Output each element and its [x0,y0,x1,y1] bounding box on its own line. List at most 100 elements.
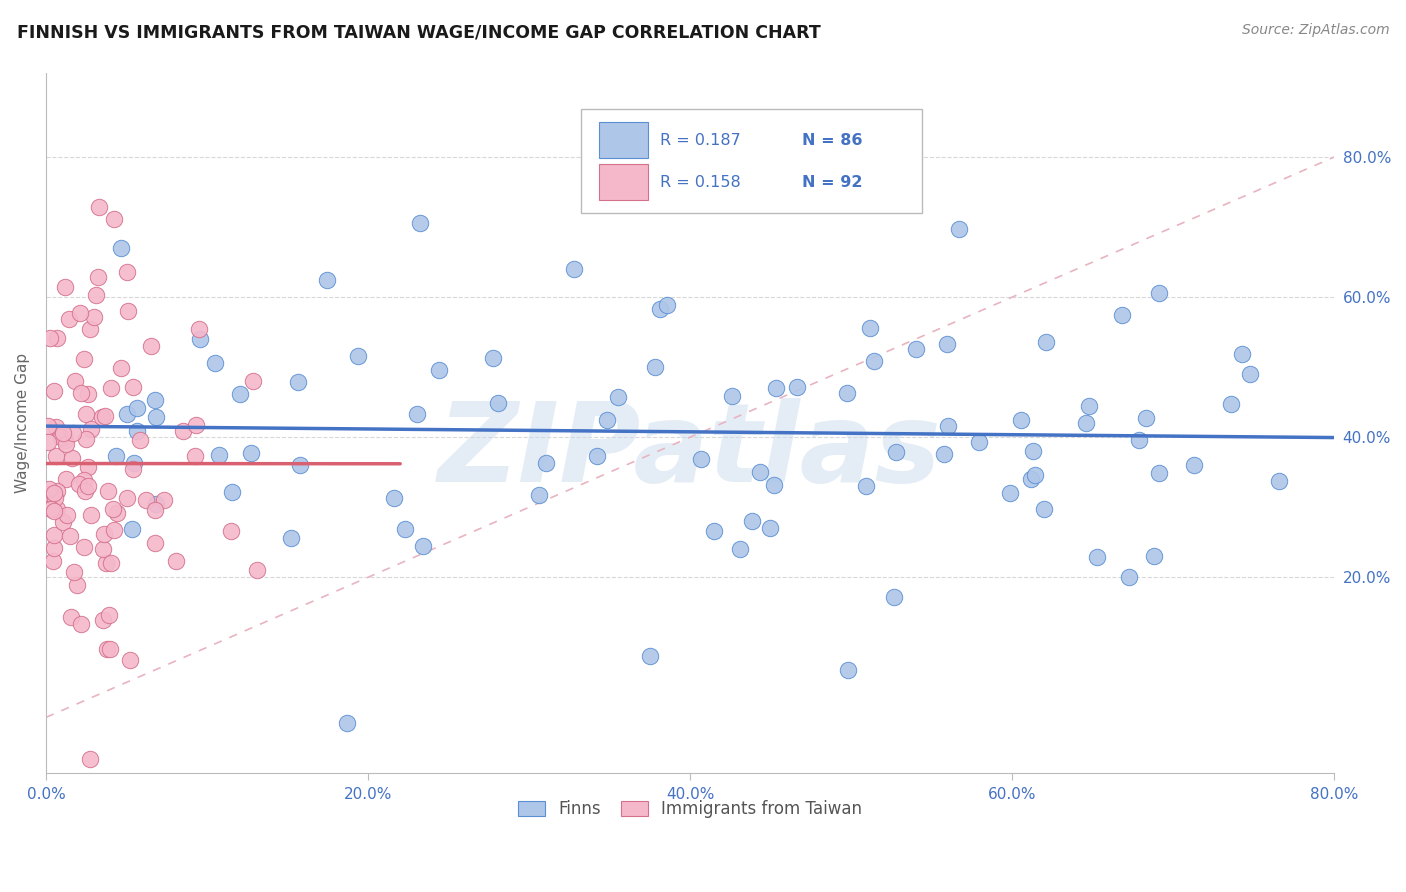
Finns [1147,285,1170,300]
Immigrants from Taiwan [55,437,77,451]
Immigrants from Taiwan [87,201,110,215]
Immigrants from Taiwan [58,311,80,326]
Finns [1033,501,1056,516]
Immigrants from Taiwan [60,451,83,466]
Text: N = 92: N = 92 [803,175,863,190]
Finns [1239,368,1261,382]
Immigrants from Taiwan [98,642,121,657]
Immigrants from Taiwan [100,381,122,395]
Immigrants from Taiwan [103,211,125,226]
Finns [936,419,959,434]
Finns [904,343,927,357]
Immigrants from Taiwan [91,409,114,424]
Finns [1024,468,1046,483]
Immigrants from Taiwan [94,556,117,570]
Finns [562,262,585,277]
Finns [863,353,886,368]
Immigrants from Taiwan [45,450,67,464]
Finns [1143,549,1166,564]
Immigrants from Taiwan [97,608,120,623]
Finns [394,522,416,536]
Immigrants from Taiwan [76,387,98,401]
Finns [188,332,211,346]
Finns [315,273,337,287]
Finns [655,298,678,312]
Immigrants from Taiwan [139,339,162,353]
Finns [412,539,434,553]
Immigrants from Taiwan [56,508,79,523]
Immigrants from Taiwan [80,422,103,436]
Finns [221,485,243,500]
Immigrants from Taiwan [67,476,90,491]
Finns [124,456,146,470]
FancyBboxPatch shape [599,164,648,201]
Finns [741,514,763,528]
Text: Source: ZipAtlas.com: Source: ZipAtlas.com [1241,23,1389,37]
Immigrants from Taiwan [37,418,59,433]
Finns [288,458,311,472]
Immigrants from Taiwan [65,374,87,388]
Finns [1268,474,1291,488]
Finns [606,390,628,404]
Finns [596,413,619,427]
Finns [229,387,252,401]
Finns [127,401,149,415]
Finns [967,434,990,449]
Immigrants from Taiwan [91,614,114,628]
Immigrants from Taiwan [103,523,125,537]
Finns [759,521,782,535]
Immigrants from Taiwan [69,306,91,320]
Finns [125,424,148,438]
Finns [143,393,166,408]
Immigrants from Taiwan [221,524,243,538]
Finns [786,379,808,393]
Immigrants from Taiwan [122,380,145,394]
Immigrants from Taiwan [117,491,139,505]
Immigrants from Taiwan [46,484,69,499]
Immigrants from Taiwan [52,425,75,440]
Immigrants from Taiwan [38,487,60,501]
Text: R = 0.158: R = 0.158 [661,175,741,190]
Immigrants from Taiwan [45,420,67,434]
Immigrants from Taiwan [184,417,207,432]
Immigrants from Taiwan [128,434,150,448]
Immigrants from Taiwan [37,435,59,450]
Finns [749,465,772,479]
Finns [1135,410,1157,425]
Finns [336,715,359,730]
Immigrants from Taiwan [84,288,107,302]
Immigrants from Taiwan [100,556,122,570]
Legend: Finns, Immigrants from Taiwan: Finns, Immigrants from Taiwan [512,793,869,824]
Finns [1182,458,1205,472]
Immigrants from Taiwan [70,385,93,400]
Finns [728,542,751,557]
Finns [936,337,959,351]
Text: N = 86: N = 86 [803,133,863,148]
Finns [117,407,139,421]
Immigrants from Taiwan [44,486,66,500]
Finns [763,478,786,492]
Finns [884,444,907,458]
Immigrants from Taiwan [118,653,141,667]
Immigrants from Taiwan [77,460,100,475]
Immigrants from Taiwan [45,501,67,516]
Finns [1220,397,1243,411]
Immigrants from Taiwan [73,351,96,366]
Finns [239,446,262,460]
Immigrants from Taiwan [143,503,166,517]
Finns [481,351,503,366]
Finns [837,663,859,677]
Immigrants from Taiwan [117,265,139,279]
Immigrants from Taiwan [66,578,89,592]
Finns [1035,334,1057,349]
Finns [835,386,858,401]
Immigrants from Taiwan [188,322,211,336]
Immigrants from Taiwan [62,425,84,440]
Immigrants from Taiwan [46,331,69,345]
Immigrants from Taiwan [96,641,118,656]
Finns [145,410,167,425]
Finns [883,591,905,605]
Finns [650,301,672,316]
Finns [429,363,451,377]
Immigrants from Taiwan [51,429,73,443]
